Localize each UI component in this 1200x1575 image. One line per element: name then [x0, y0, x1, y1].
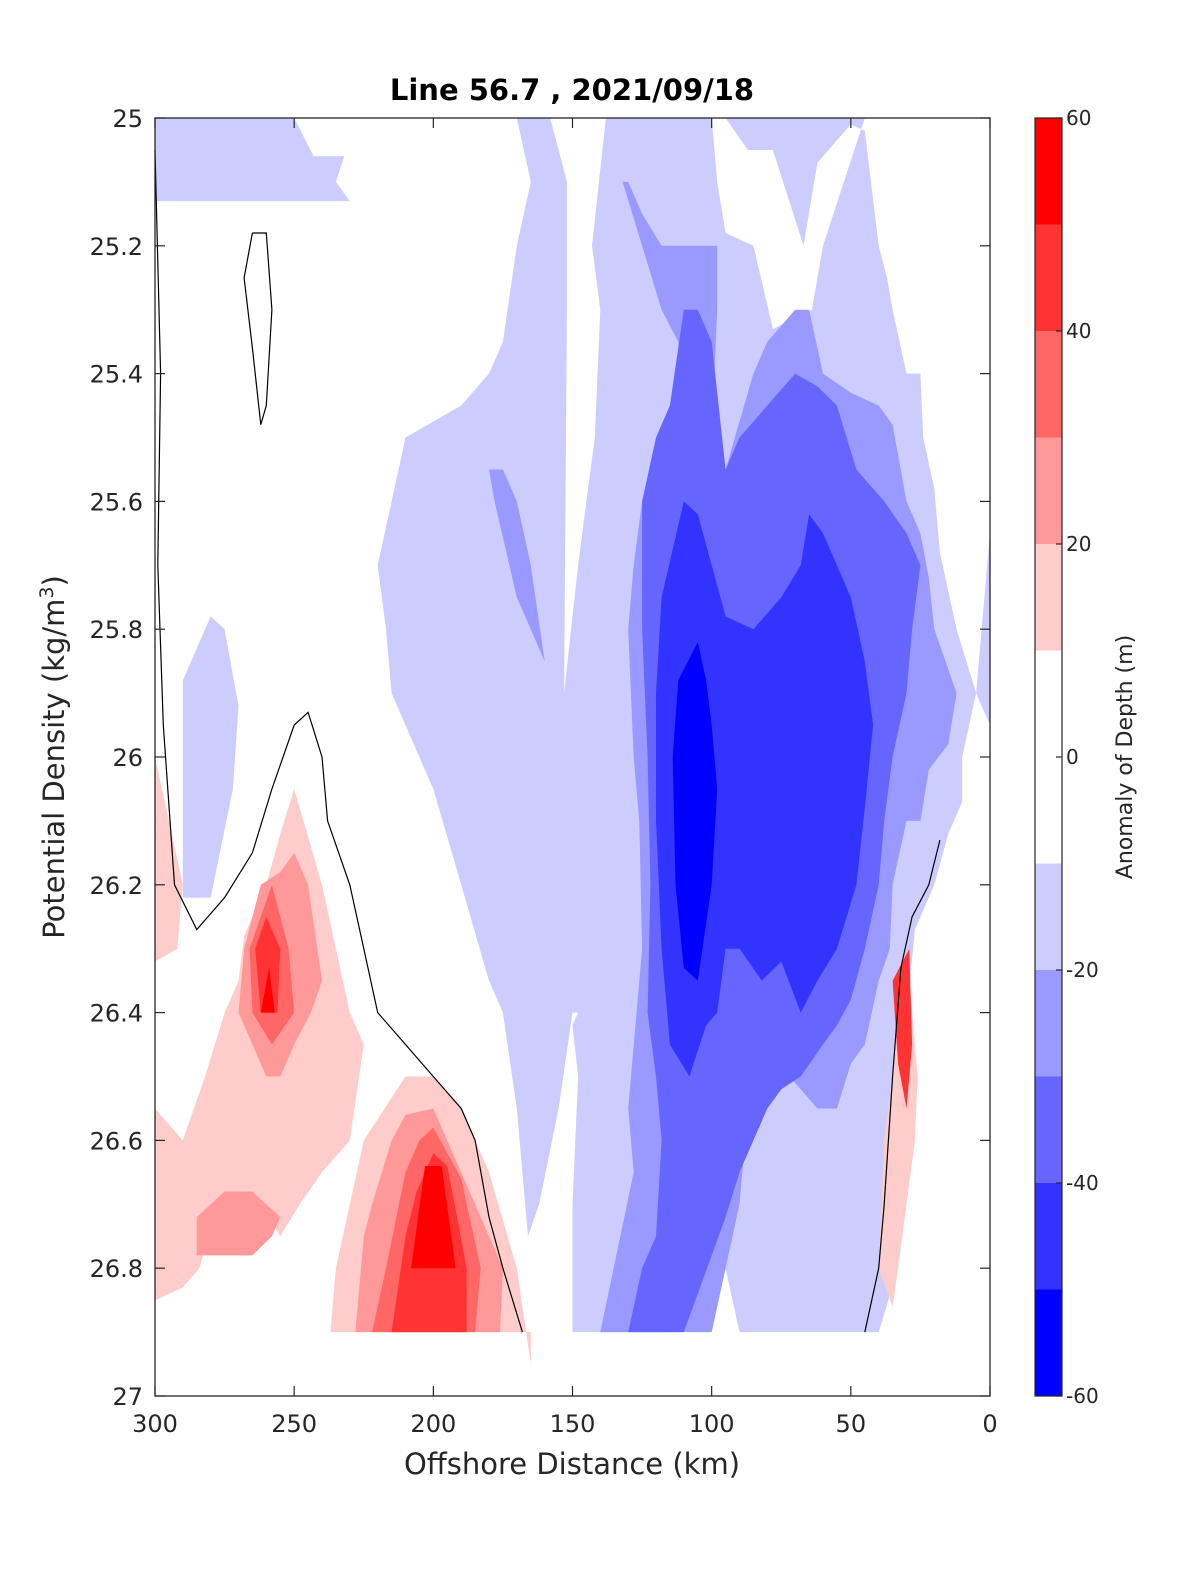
x-tick-label: 200: [410, 1410, 456, 1438]
contour-region-21: [260, 967, 275, 1013]
x-tick-label: 150: [550, 1410, 596, 1438]
colorbar-bin: [1035, 331, 1062, 438]
colorbar-tick-label: -60: [1066, 1384, 1099, 1408]
y-axis-title-main: Potential Density (kg/m: [37, 599, 71, 939]
x-tick-label: 300: [132, 1410, 178, 1438]
y-tick-label: 27: [112, 1383, 143, 1411]
x-tick-label: 50: [836, 1410, 867, 1438]
contour-region-5: [489, 469, 545, 662]
chart-title: Line 56.7 , 2021/09/18: [390, 73, 754, 107]
colorbar-bin: [1035, 970, 1062, 1077]
colorbar-tick-label: 0: [1066, 745, 1079, 769]
contour-region-0: [155, 118, 350, 202]
x-tick-label: 250: [271, 1410, 317, 1438]
contour-region-7: [656, 501, 874, 1077]
colorbar: 60 40 20 0 -20 -40 -60: [1034, 106, 1099, 1408]
colorbar-bin: [1035, 1076, 1062, 1183]
contour-region-20: [892, 948, 913, 1109]
colorbar-bin: [1035, 1183, 1062, 1290]
x-tick-label: 100: [689, 1410, 735, 1438]
y-axis-title-superscript: 3: [36, 586, 58, 598]
y-tick-label: 25.8: [90, 616, 143, 644]
colorbar-tick-label: 40: [1066, 319, 1091, 343]
colorbar-tick-label: 60: [1066, 106, 1091, 130]
colorbar-tick-label: -20: [1066, 958, 1099, 982]
contour-region-14: [196, 1191, 281, 1256]
y-tick-label: 26.8: [90, 1255, 143, 1283]
y-tick-label: 25: [112, 105, 143, 133]
y-tick-label: 25.6: [90, 488, 143, 516]
colorbar-tick-label: 20: [1066, 532, 1091, 556]
colorbar-bin: [1035, 1289, 1062, 1396]
colorbar-bin: [1035, 224, 1062, 331]
y-axis-title: Potential Density (kg/m3): [36, 575, 71, 939]
contour-region-8: [672, 642, 718, 981]
y-tick-label: 26.2: [90, 872, 143, 900]
x-axis-title: Offshore Distance (km): [404, 1447, 740, 1481]
zero-contour-line-1: [243, 232, 273, 425]
colorbar-bin: [1035, 544, 1062, 651]
y-tick-label: 25.4: [90, 361, 143, 389]
colorbar-bin: [1035, 118, 1062, 225]
y-axis: 25 25.2 25.4 25.6 25.8 26 26.2 26.4 26.6 26.8 27: [90, 105, 990, 1411]
x-axis: 300 250 200 150 100 50 0: [132, 118, 998, 1438]
y-axis-title-close: ): [37, 575, 71, 586]
contour-region-2: [182, 616, 239, 898]
colorbar-bin: [1035, 863, 1062, 970]
y-tick-label: 26: [112, 744, 143, 772]
y-tick-label: 26.4: [90, 1000, 143, 1028]
contour-region-9: [155, 757, 183, 962]
contour-lines: [154, 149, 941, 1333]
colorbar-title: Anomaly of Depth (m): [1113, 635, 1138, 879]
zero-contour-line-2: [864, 839, 941, 1333]
contour-region-18: [255, 916, 281, 1013]
y-tick-label: 25.2: [90, 233, 143, 261]
colorbar-bin: [1035, 437, 1062, 544]
y-tick-label: 26.6: [90, 1127, 143, 1155]
plot-area: [155, 118, 990, 1364]
x-tick-label: 0: [982, 1410, 997, 1438]
zero-contour-line-0: [154, 149, 523, 1333]
contour-region-22: [411, 1166, 456, 1269]
colorbar-tick-label: -40: [1066, 1171, 1099, 1195]
